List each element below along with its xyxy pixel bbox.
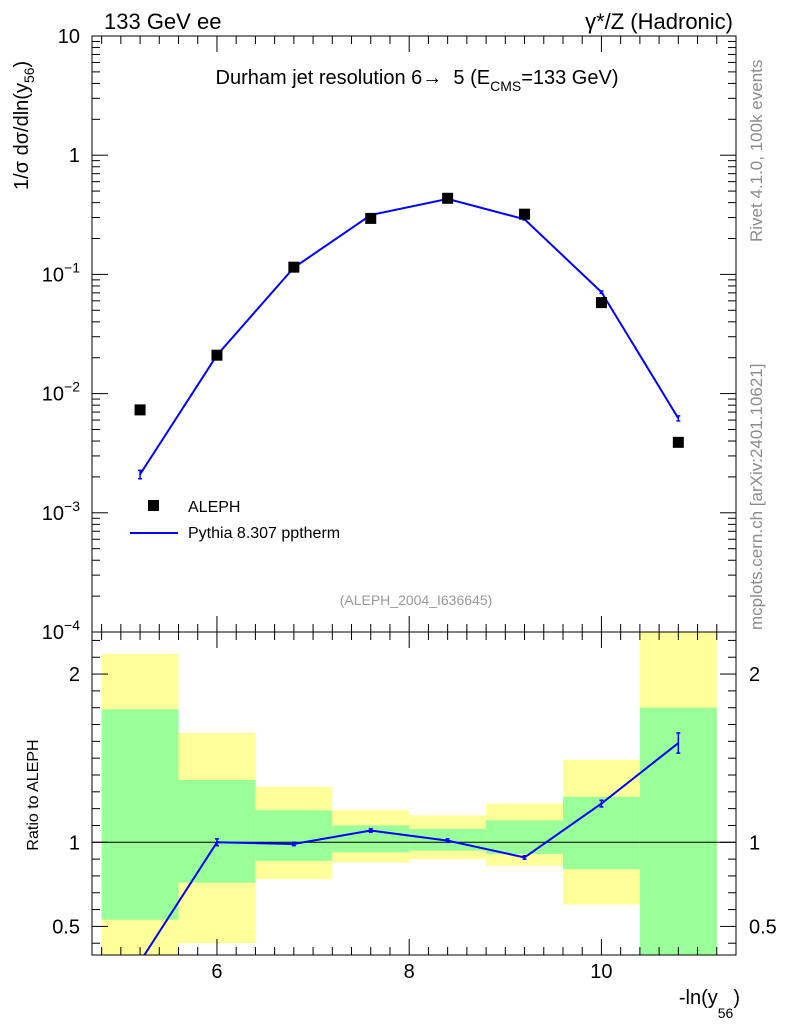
ratio-band-green-5 [486,820,563,855]
xlabel-pre: -ln(y [679,987,718,1009]
main-data-layer [134,192,684,480]
ratio-y-tick-label-right-0: 0.5 [749,916,777,938]
main-y-tick-label-1: 1 [69,145,80,167]
x-tick-label-0: 6 [211,961,222,983]
ratio-ylabel: Ratio to ALEPH [25,739,42,850]
x-tick-label-1: 8 [404,961,415,983]
legend-label-aleph: ALEPH [188,499,240,516]
legend: ALEPH Pythia 8.307 pptherm [130,499,340,542]
data-point-2 [288,261,300,273]
xlabel-sub: 56 [718,1005,734,1021]
ratio-band-green-2 [255,810,333,861]
ratio-y-tick-label-left-2: 2 [69,664,80,686]
ratio-y-tick-label-left-1: 1 [69,832,80,854]
main-title: Durham jet resolution 6→ 5 (ECMS=133 GeV… [216,67,619,94]
data-point-7 [672,436,684,448]
ratio-frame [91,631,737,956]
ratio-y-tick-label-left-0: 0.5 [52,916,80,938]
analysis-id: (ALEPH_2004_I636645) [340,592,493,608]
mc-line [139,197,680,475]
data-point-6 [595,297,607,309]
title-sub: CMS [490,78,521,94]
title-post: =133 GeV) [521,67,618,89]
main-y-tick-label-4: 10−3 [42,498,80,525]
ratio-axis-ticks: 6 8 10 0.5 0.5 1 1 2 2 [52,632,777,983]
data-point-3 [365,212,377,224]
tick-exponent: −3 [64,498,80,514]
data-point-4 [442,192,454,204]
rivet-label: Rivet 4.1.0, 100k events [747,60,766,242]
ratio-data-layer [143,732,681,955]
x-axis-label: -ln(y56) [679,987,740,1021]
main-y-tick-label-5: 10−4 [42,617,80,644]
header-right: γ*/Z (Hadronic) [585,9,733,34]
title-pre: Durham jet resolution 6 [216,67,423,89]
xlabel-post: ) [733,987,740,1009]
legend-marker-aleph [148,500,159,511]
main-frame [91,35,737,633]
main-ylabel: 1/σ dσ/dln(y56) [11,61,37,190]
main-y-tick-label-0: 10 [58,26,80,48]
x-tick-label-2: 10 [590,961,612,983]
data-point-0 [134,404,146,416]
data-point-1 [211,349,223,361]
mcplots-label: mcplots.cern.ch [arXiv:2401.10621] [747,364,766,630]
title-mid: 5 (E [442,67,490,89]
ratio-band-green-6 [562,796,640,870]
data-point-5 [519,208,531,220]
ratio-y-tick-label-right-2: 2 [749,664,760,686]
main-ylabel-pre: 1/σ dσ/dln(y [11,83,33,190]
main-ylabel-post: ) [11,61,33,68]
header-left: 133 GeV ee [104,9,221,34]
ratio-band-green-1 [178,780,256,883]
title-arrow: → [422,67,442,89]
ratio-band-green-0 [101,709,179,920]
tick-base: 10 [42,622,64,644]
tick-exponent: −1 [64,259,80,275]
main-ylabel-sub: 56 [21,67,37,83]
main-y-tick-label-2: 10−1 [42,259,80,286]
ratio-y-tick-label-right-1: 1 [749,832,760,854]
ratio-bands-layer [92,632,736,955]
main-y-tick-label-3: 10−2 [42,379,80,406]
tick-exponent: −4 [64,617,80,633]
tick-base: 10 [42,384,64,406]
ratio-line [143,742,679,955]
tick-base: 10 [42,503,64,525]
ratio-plot: 6 8 10 0.5 0.5 1 1 2 2 [52,631,777,983]
tick-exponent: −2 [64,379,80,395]
legend-label-pythia: Pythia 8.307 pptherm [188,525,340,542]
tick-base: 10 [42,264,64,286]
